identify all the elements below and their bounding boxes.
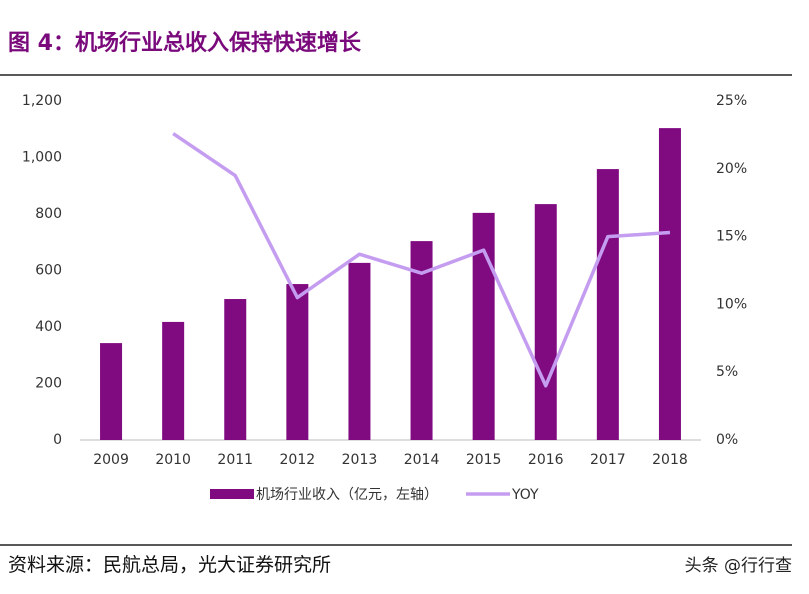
bar [534, 204, 557, 440]
bar [410, 241, 433, 440]
bar [596, 169, 619, 440]
y2-tick-label: 0% [716, 432, 738, 448]
x-tick-label: 2018 [652, 452, 688, 468]
x-tick-label: 2013 [342, 452, 378, 468]
yoy-line [172, 132, 671, 388]
x-tick-label: 2016 [528, 452, 564, 468]
bar [472, 212, 495, 440]
bar [100, 343, 123, 440]
source: 资料来源：民航总局，光大证券研究所 [8, 554, 331, 576]
bar [162, 321, 185, 440]
x-tick-label: 2010 [155, 452, 191, 468]
y2-tick-label: 10% [716, 296, 747, 312]
y2-tick-label: 25% [716, 93, 747, 109]
bar [286, 284, 309, 440]
y2-tick-label: 15% [716, 229, 747, 245]
y-tick-label: 200 [35, 376, 62, 392]
legend-label: YOY [511, 487, 539, 503]
x-tick-label: 2014 [404, 452, 440, 468]
y-tick-label: 600 [35, 263, 62, 279]
legend-swatch [210, 489, 254, 499]
bar [348, 262, 371, 440]
x-tick-label: 2011 [217, 452, 253, 468]
bar [224, 299, 247, 440]
x-tick-label: 2009 [93, 452, 129, 468]
y-tick-label: 1,200 [22, 93, 62, 109]
y-tick-label: 400 [35, 319, 62, 335]
x-tick-label: 2015 [466, 452, 502, 468]
x-tick-label: 2017 [590, 452, 626, 468]
chart-title: 图 4：机场行业总收入保持快速增长 [8, 30, 362, 56]
y2-tick-label: 20% [716, 161, 747, 177]
legend-label: 机场行业收入（亿元，左轴） [256, 487, 438, 503]
y-tick-label: 0 [53, 432, 62, 448]
y-tick-label: 800 [35, 206, 62, 222]
y-tick-label: 1,000 [22, 150, 62, 166]
y2-tick-label: 5% [716, 364, 738, 380]
watermark: 头条 @行行查 [685, 556, 792, 576]
x-tick-label: 2012 [280, 452, 316, 468]
bar [658, 128, 681, 440]
